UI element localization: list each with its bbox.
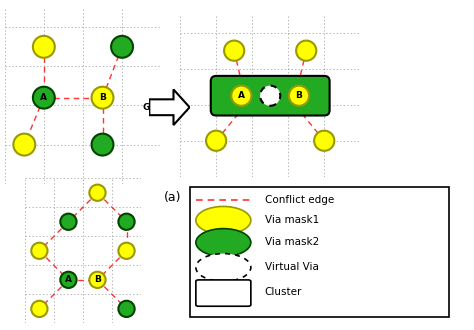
Text: B: B [94, 275, 101, 284]
Circle shape [60, 272, 77, 288]
Circle shape [111, 36, 133, 58]
Circle shape [13, 134, 35, 155]
Circle shape [89, 272, 106, 288]
Circle shape [89, 184, 106, 201]
Text: A: A [65, 275, 72, 284]
Text: Via mask1: Via mask1 [264, 215, 319, 225]
Circle shape [31, 243, 47, 259]
FancyBboxPatch shape [211, 76, 329, 116]
Circle shape [196, 207, 251, 234]
Text: Via mask2: Via mask2 [264, 238, 319, 248]
Text: (a): (a) [164, 191, 182, 204]
Text: Grouping: Grouping [143, 103, 190, 112]
Text: A: A [40, 93, 47, 102]
Circle shape [296, 41, 316, 61]
Text: B: B [296, 91, 302, 100]
Polygon shape [149, 89, 190, 125]
Circle shape [224, 41, 244, 61]
Circle shape [33, 36, 55, 58]
Circle shape [91, 134, 113, 155]
Circle shape [60, 214, 77, 230]
Circle shape [231, 85, 251, 106]
Text: A: A [238, 91, 245, 100]
Circle shape [196, 229, 251, 256]
Circle shape [91, 87, 113, 109]
Circle shape [33, 87, 55, 109]
Text: Cluster: Cluster [264, 287, 302, 297]
FancyBboxPatch shape [191, 187, 449, 317]
Circle shape [260, 85, 280, 106]
Circle shape [31, 301, 47, 317]
Text: Conflict edge: Conflict edge [264, 194, 334, 205]
Circle shape [314, 131, 334, 151]
Circle shape [289, 85, 309, 106]
FancyBboxPatch shape [196, 280, 251, 306]
Circle shape [118, 301, 135, 317]
Circle shape [118, 214, 135, 230]
Circle shape [206, 131, 226, 151]
Text: B: B [99, 93, 106, 102]
Text: Virtual Via: Virtual Via [264, 262, 319, 273]
Circle shape [196, 253, 251, 281]
Circle shape [118, 243, 135, 259]
